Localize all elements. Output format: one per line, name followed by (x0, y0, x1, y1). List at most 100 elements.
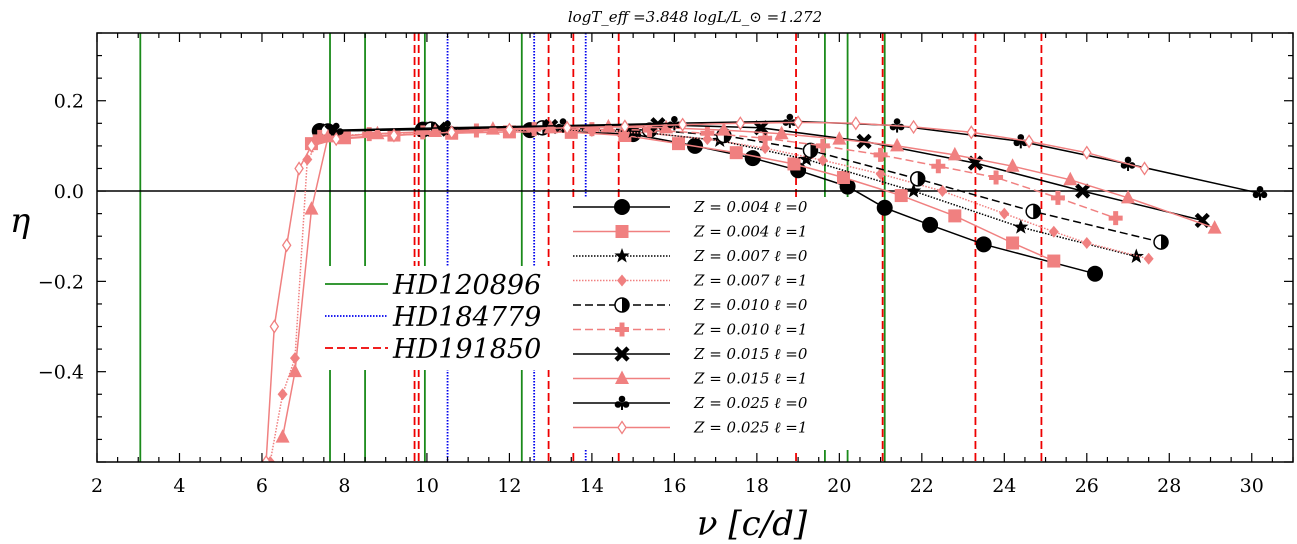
series-3-point-14 (875, 167, 886, 180)
series-3-point-18 (1081, 236, 1092, 249)
series-3-point-13 (817, 154, 828, 167)
series-3-point-19 (1143, 252, 1154, 265)
x-tick-label: 6 (256, 475, 268, 497)
series-9-point-0 (261, 454, 271, 462)
model-legend-label-6: Z = 0.015 ℓ =0 (693, 345, 808, 363)
series-0-point-10 (975, 236, 992, 253)
x-tick-label: 10 (415, 475, 439, 497)
series-line-3 (269, 129, 1149, 462)
series-9-point-15 (908, 119, 919, 135)
series-0-point-11 (1087, 265, 1104, 282)
series-9-point-6 (389, 128, 399, 143)
series-3-point-16 (999, 207, 1010, 220)
series-1-point-8 (729, 146, 743, 160)
series-0-point-9 (922, 216, 939, 233)
series-9-point-9 (562, 120, 572, 136)
series-9-point-2 (281, 238, 292, 253)
series-8-point-8 (1252, 186, 1268, 201)
series-7-point-16 (1063, 171, 1078, 186)
series-7-point-12 (832, 131, 847, 145)
series-3-point-1 (277, 388, 288, 401)
series-3-point-15 (937, 185, 948, 198)
model-legend-marker-1 (615, 225, 629, 238)
series-1-point-14 (1047, 254, 1061, 268)
series-5-point-13 (1050, 190, 1065, 205)
series-9-point-7 (446, 125, 457, 140)
model-legend-marker-5 (615, 322, 629, 337)
series-9-point-12 (735, 116, 746, 131)
x-tick-label: 24 (992, 475, 1016, 497)
chart-title: logT_eff =3.848 logL/L_⊙ =1.272 (568, 8, 822, 26)
series-0-point-8 (876, 199, 893, 216)
series-2-point-3 (625, 123, 641, 138)
observed-legend-label-0: HD120896 (392, 270, 541, 301)
series-2-point-7 (1013, 219, 1029, 234)
x-tick-label: 14 (580, 475, 604, 497)
model-legend-label-1: Z = 0.004 ℓ =1 (693, 223, 807, 241)
model-legend-label-9: Z = 0.025 ℓ =1 (693, 419, 807, 437)
x-axis-label: ν [c/d] (697, 504, 808, 544)
y-tick-label: −0.2 (38, 271, 84, 293)
x-tick-label: 20 (827, 475, 851, 497)
series-7-point-18 (1207, 220, 1222, 234)
series-1-point-9 (787, 157, 801, 171)
series-5-point-14 (1108, 211, 1123, 226)
series-6-point-7 (1075, 183, 1091, 199)
model-legend-marker-8 (614, 395, 630, 410)
model-legend-label-8: Z = 0.025 ℓ =0 (693, 394, 808, 412)
series-4-point-8 (1153, 234, 1169, 250)
series-7-point-3 (320, 128, 335, 143)
model-legend-marker-6 (614, 346, 630, 362)
series-7-point-15 (1005, 158, 1020, 172)
model-series (261, 113, 1268, 462)
x-tick-label: 26 (1075, 475, 1099, 497)
series-9-point-18 (1082, 145, 1092, 160)
series-0-point-5 (744, 150, 761, 167)
x-tick-label: 8 (338, 475, 350, 497)
model-legend-marker-4 (614, 297, 630, 313)
series-5-point-12 (989, 170, 1004, 185)
series-3-point-2 (289, 352, 300, 365)
model-legend-marker-2 (614, 248, 630, 263)
model-legend-label-4: Z = 0.010 ℓ =0 (693, 296, 808, 314)
x-tick-label: 28 (1157, 475, 1181, 497)
series-9-point-11 (677, 117, 688, 132)
model-legend-marker-9 (617, 420, 627, 435)
series-1-point-13 (1006, 236, 1020, 250)
series-7-point-8 (601, 118, 616, 133)
observed-legend-label-1: HD184779 (392, 302, 541, 333)
y-tick-label: 0.0 (54, 181, 84, 203)
series-9-point-19 (1139, 161, 1150, 176)
series-1-point-12 (948, 209, 962, 223)
series-9-point-13 (793, 115, 803, 130)
series-7-point-6 (485, 121, 500, 135)
series-8-point-0 (328, 122, 344, 138)
series-1-point-11 (894, 189, 908, 203)
model-legend-label-7: Z = 0.015 ℓ =1 (693, 370, 807, 388)
series-2-point-5 (798, 151, 814, 166)
series-9-point-3 (294, 161, 304, 176)
series-5-point-9 (815, 138, 830, 153)
series-5-point-6 (642, 123, 657, 138)
model-legend-label-3: Z = 0.007 ℓ =1 (693, 272, 807, 290)
observed-legend-label-2: HD191850 (392, 334, 541, 365)
series-5-point-8 (758, 131, 773, 146)
series-7-point-11 (774, 125, 789, 140)
series-1-point-7 (672, 137, 686, 151)
series-9-point-1 (269, 319, 280, 334)
model-legend-label-0: Z = 0.004 ℓ =0 (693, 198, 808, 216)
model-legend-marker-3 (617, 274, 627, 287)
series-5-point-0 (312, 129, 327, 144)
series-7-point-1 (287, 363, 302, 378)
series-7-point-13 (890, 137, 905, 152)
series-9-point-8 (504, 122, 515, 137)
x-tick-label: 16 (662, 475, 686, 497)
series-7-point-10 (716, 122, 731, 136)
x-tick-label: 30 (1240, 475, 1264, 497)
x-tick-label: 22 (910, 475, 934, 497)
series-9-point-4 (306, 138, 317, 154)
x-tick-label: 12 (497, 475, 521, 497)
series-7-point-14 (947, 146, 962, 161)
x-tick-label: 4 (173, 475, 185, 497)
